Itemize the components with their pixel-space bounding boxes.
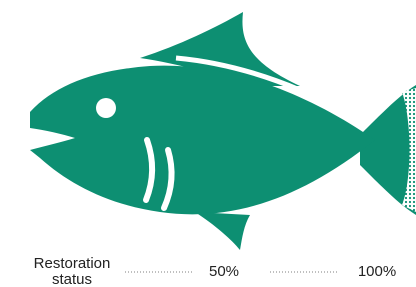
- fish-icon: [30, 12, 416, 250]
- pelvic-fin: [195, 212, 250, 250]
- status-marker: 100%: [358, 263, 396, 280]
- legend-label: status: [52, 271, 92, 287]
- infographic: Restoration status 50% 100%: [0, 0, 416, 287]
- legend: Restoration status 50% 100%: [34, 255, 397, 287]
- status-marker: 50%: [209, 263, 239, 280]
- eye: [96, 98, 116, 118]
- fish-body: [30, 66, 375, 215]
- legend-label: Restoration: [34, 255, 111, 272]
